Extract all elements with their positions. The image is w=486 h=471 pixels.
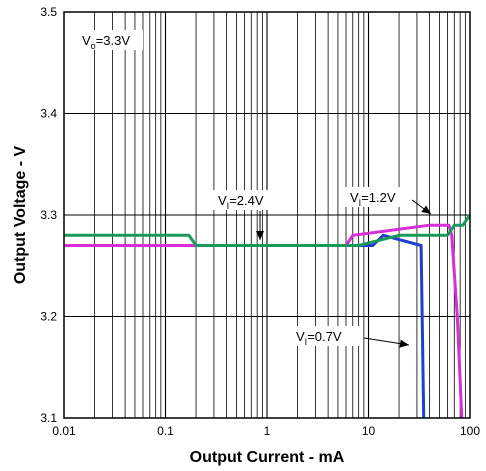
x-tick-label: 10 — [362, 424, 376, 438]
tick-labels: 0.01 0.1 1 10 100 3.1 3.2 3.3 3.4 3.5 — [40, 5, 480, 438]
x-tick-label: 1 — [264, 424, 271, 438]
y-tick-label: 3.3 — [40, 208, 57, 222]
x-tick-label: 0.01 — [52, 424, 76, 438]
y-tick-label: 3.5 — [40, 5, 57, 19]
series-line-2 — [64, 214, 472, 247]
series-lines — [64, 214, 472, 419]
x-tick-label: 100 — [460, 424, 480, 438]
annotation-arrowhead — [421, 205, 431, 214]
series-line-0 — [64, 233, 426, 419]
label-background — [291, 326, 361, 346]
x-axis-label: Output Current - mA — [190, 449, 345, 466]
series-label-1: VI=1.2V — [350, 190, 396, 208]
series-label-0: VI=0.7V — [296, 329, 342, 347]
annotation-arrowhead — [256, 231, 264, 240]
grid — [64, 12, 470, 418]
y-tick-label: 3.4 — [40, 107, 57, 121]
annotation-arrowhead — [399, 339, 409, 348]
plot-frame — [63, 11, 471, 419]
x-tick-label: 0.1 — [157, 424, 174, 438]
label-background — [345, 187, 415, 207]
condition-label: Vo=3.3V — [82, 33, 130, 51]
y-axis-label: Output Voltage - V — [12, 145, 29, 284]
series-line-1 — [64, 223, 464, 419]
annotations: Vo=3.3V VI=2.4V VI=1.2V VI=0.7V — [77, 30, 432, 348]
label-background — [77, 30, 143, 50]
label-background — [213, 190, 283, 210]
y-tick-label: 3.2 — [40, 310, 57, 324]
series-label-2: VI=2.4V — [218, 193, 264, 211]
y-tick-label: 3.1 — [40, 411, 57, 425]
